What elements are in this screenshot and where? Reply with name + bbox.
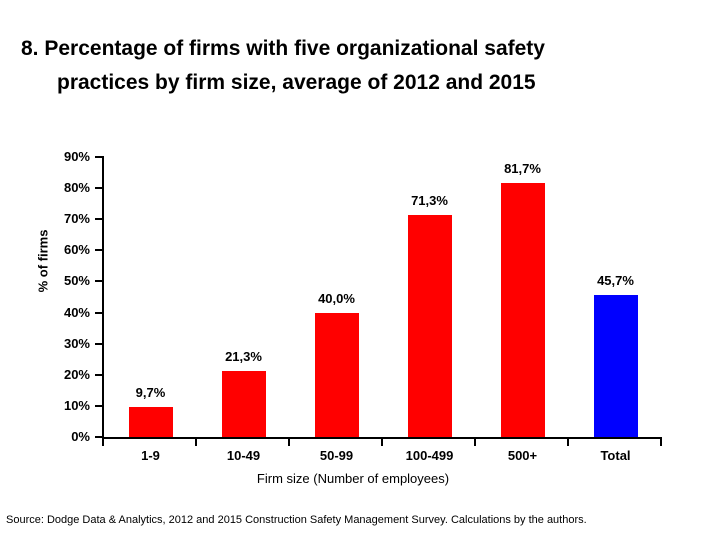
y-tick-label: 80% — [63, 180, 90, 196]
y-tick — [95, 404, 102, 407]
bar — [221, 371, 266, 437]
bar-value-label: 9,7% — [135, 385, 166, 400]
y-tick-label: 70% — [63, 211, 90, 227]
y-tick — [95, 187, 102, 190]
y-tick-label: 90% — [63, 149, 90, 164]
y-tick-label: 20% — [63, 366, 90, 382]
chart-title-line1: 8. Percentage of firms with five organiz… — [21, 37, 545, 60]
chart-title: 8. Percentage of firms with five organiz… — [21, 32, 545, 100]
chart-title-line2: practices by firm size, average of 2012 … — [57, 71, 536, 94]
x-axis-title: Firm size (Number of employees) — [256, 471, 450, 486]
y-tick — [95, 311, 102, 314]
y-tick-label: 40% — [63, 304, 90, 320]
bar — [593, 295, 638, 437]
x-tick-label: Total — [600, 448, 631, 463]
x-tick-label: 500+ — [507, 448, 538, 463]
y-axis-title: % of firms — [35, 229, 51, 293]
bar-value-label: 45,7% — [597, 273, 634, 288]
bar-value-label: 40,0% — [318, 291, 355, 306]
y-tick-label: 30% — [63, 335, 90, 351]
y-tick — [95, 436, 102, 438]
bar-value-label: 71,3% — [411, 193, 448, 208]
bar — [128, 407, 173, 437]
x-tick-label: 100-499 — [405, 448, 454, 463]
bar-value-label: 21,3% — [225, 349, 262, 364]
x-tick-label: 50-99 — [319, 448, 354, 463]
bar-value-label: 81,7% — [504, 161, 541, 176]
y-tick — [95, 342, 102, 345]
bar — [407, 215, 452, 437]
x-tick-label: 10-49 — [226, 448, 261, 463]
source-note: Source: Dodge Data & Analytics, 2012 and… — [6, 514, 587, 526]
x-tick — [102, 439, 104, 446]
y-tick — [95, 373, 102, 376]
y-tick-label: 60% — [63, 242, 90, 258]
y-tick-label: 50% — [63, 273, 90, 289]
x-tick — [567, 439, 569, 446]
bar — [314, 313, 359, 437]
x-axis-line — [102, 437, 662, 439]
y-tick — [95, 280, 102, 283]
x-tick — [195, 439, 197, 446]
y-axis-line — [102, 156, 104, 438]
x-tick — [288, 439, 290, 446]
x-tick — [660, 439, 662, 446]
y-tick — [95, 156, 102, 158]
x-tick — [381, 439, 383, 446]
y-tick — [95, 249, 102, 252]
bar — [500, 183, 545, 437]
y-tick-label: 0% — [71, 429, 90, 444]
x-tick-label: 1-9 — [141, 448, 160, 463]
y-tick-label: 10% — [63, 397, 90, 413]
x-tick — [474, 439, 476, 446]
y-tick — [95, 218, 102, 221]
